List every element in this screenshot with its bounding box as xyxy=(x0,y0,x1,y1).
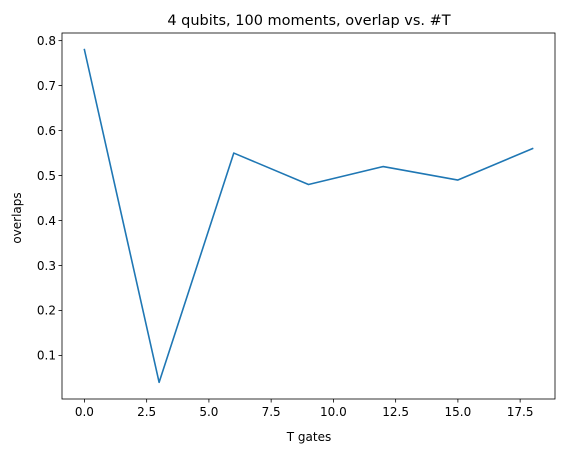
series-line xyxy=(83,48,534,384)
plot-area xyxy=(83,48,534,384)
x-tick-label: 7.5 xyxy=(262,405,281,419)
x-tick-label: 10.0 xyxy=(320,405,347,419)
x-tick-label: 0.0 xyxy=(75,405,94,419)
y-tick-label: 0.2 xyxy=(37,304,56,318)
axis-ticks: 0.0 2.5 5.0 7.5 10.0 12.5 15.0 17.5 0.1 0.2 0.3 0.4… xyxy=(37,34,534,419)
chart-title: 4 qubits, 100 moments, overlap vs. #T xyxy=(167,13,450,29)
y-tick-label: 0.6 xyxy=(37,124,56,138)
y-tick-label: 0.5 xyxy=(37,169,56,183)
plot-frame xyxy=(61,32,556,400)
x-tick-label: 5.0 xyxy=(199,405,218,419)
x-tick-label: 15.0 xyxy=(445,405,472,419)
y-axis-label: overlaps xyxy=(10,192,24,243)
y-tick-label: 0.3 xyxy=(37,259,56,273)
y-tick-label: 0.1 xyxy=(37,349,56,363)
x-axis-label: T gates xyxy=(286,430,331,444)
y-tick-label: 0.8 xyxy=(37,34,56,48)
x-tick-label: 2.5 xyxy=(137,405,156,419)
y-tick-label: 0.7 xyxy=(37,79,56,93)
x-tick-label: 17.5 xyxy=(507,405,534,419)
x-tick-label: 12.5 xyxy=(382,405,409,419)
y-tick-label: 0.4 xyxy=(37,214,56,228)
